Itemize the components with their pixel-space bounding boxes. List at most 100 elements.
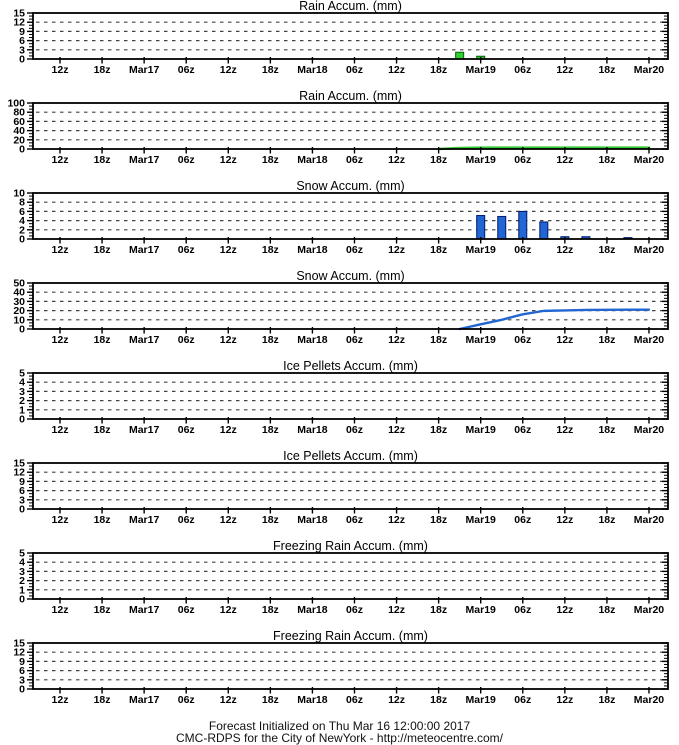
- x-tick-label: 12z: [52, 694, 69, 706]
- x-tick-label: Mar19: [466, 604, 497, 616]
- x-tick-label: 06z: [178, 514, 195, 526]
- y-tick-label: 40: [13, 287, 25, 299]
- y-tick-label: 40: [13, 125, 25, 137]
- plot-box: [32, 102, 669, 150]
- x-tick-label: Mar18: [297, 424, 328, 436]
- x-tick-label: 12z: [220, 514, 237, 526]
- x-tick-label: 18z: [598, 334, 615, 346]
- x-tick-label: Mar20: [634, 514, 665, 526]
- x-tick-label: Mar17: [129, 64, 160, 76]
- x-tick-label: 12z: [556, 694, 573, 706]
- y-tick-label: 4: [19, 377, 25, 389]
- x-tick-label: 18z: [94, 154, 111, 166]
- y-tick-label: 100: [7, 98, 25, 110]
- x-tick-label: 18z: [94, 64, 111, 76]
- y-tick-label: 2: [19, 575, 25, 587]
- y-tick-label: 9: [19, 476, 25, 488]
- x-tick-label: 18z: [430, 694, 447, 706]
- x-tick-label: 18z: [94, 514, 111, 526]
- x-tick-label: 12z: [220, 694, 237, 706]
- x-tick-label: Mar18: [297, 154, 328, 166]
- y-tick-label: 6: [19, 485, 25, 497]
- x-tick-label: Mar19: [466, 694, 497, 706]
- x-tick-label: 18z: [598, 64, 615, 76]
- x-tick-label: 06z: [178, 154, 195, 166]
- plot-box: [32, 12, 669, 60]
- x-tick-label: 18z: [262, 604, 279, 616]
- x-tick-label: 12z: [52, 64, 69, 76]
- x-tick-label: 06z: [178, 604, 195, 616]
- x-tick-label: 12z: [388, 244, 405, 256]
- y-tick-label: 3: [19, 566, 25, 578]
- x-tick-label: Mar20: [634, 694, 665, 706]
- x-tick-label: 12z: [388, 64, 405, 76]
- x-tick-label: Mar17: [129, 154, 160, 166]
- y-tick-label: 0: [19, 504, 25, 516]
- y-tick-label: 6: [19, 35, 25, 47]
- y-tick-label: 5: [19, 548, 25, 560]
- x-tick-label: 18z: [94, 694, 111, 706]
- x-tick-label: Mar19: [466, 154, 497, 166]
- x-tick-label: 18z: [94, 334, 111, 346]
- x-tick-label: 18z: [94, 604, 111, 616]
- data-bar: [497, 215, 507, 240]
- y-tick-label: 2: [19, 395, 25, 407]
- x-tick-label: 12z: [52, 334, 69, 346]
- x-tick-label: 06z: [346, 424, 363, 436]
- panel-title: Rain Accum. (mm): [299, 90, 402, 103]
- x-tick-label: 12z: [220, 424, 237, 436]
- plot-box: [32, 462, 669, 510]
- y-tick-label: 0: [19, 684, 25, 696]
- forecast-init-text: Forecast Initialized on Thu Mar 16 12:00…: [208, 719, 471, 733]
- y-tick-label: 1: [19, 404, 25, 416]
- x-tick-label: 12z: [556, 424, 573, 436]
- x-tick-label: 12z: [52, 244, 69, 256]
- y-tick-label: 4: [19, 557, 25, 569]
- x-tick-label: 18z: [94, 244, 111, 256]
- y-tick-label: 1: [19, 584, 25, 596]
- y-tick-label: 80: [13, 107, 25, 119]
- x-tick-label: Mar17: [129, 334, 160, 346]
- x-tick-label: Mar18: [297, 514, 328, 526]
- x-tick-label: Mar19: [466, 64, 497, 76]
- plot-box: [32, 192, 669, 240]
- y-tick-label: 50: [13, 278, 25, 290]
- y-tick-label: 15: [13, 458, 25, 470]
- x-tick-label: 12z: [220, 604, 237, 616]
- x-tick-label: Mar17: [129, 514, 160, 526]
- x-tick-label: Mar18: [297, 64, 328, 76]
- x-tick-label: 06z: [178, 244, 195, 256]
- x-tick-label: 06z: [178, 64, 195, 76]
- y-tick-label: 0: [19, 324, 25, 336]
- panel-title: Snow Accum. (mm): [296, 180, 404, 193]
- x-tick-label: 12z: [388, 424, 405, 436]
- x-tick-label: 06z: [178, 334, 195, 346]
- x-tick-label: 12z: [220, 154, 237, 166]
- y-tick-label: 9: [19, 656, 25, 668]
- x-tick-label: 06z: [346, 334, 363, 346]
- x-tick-label: 18z: [598, 154, 615, 166]
- y-tick-label: 6: [19, 206, 25, 218]
- y-tick-label: 20: [13, 134, 25, 146]
- data-bar: [455, 51, 465, 60]
- x-tick-label: Mar17: [129, 424, 160, 436]
- x-tick-label: 18z: [598, 604, 615, 616]
- y-tick-label: 20: [13, 305, 25, 317]
- chart-footer: Forecast Initialized on Thu Mar 16 12:00…: [0, 720, 679, 744]
- x-tick-label: 18z: [262, 424, 279, 436]
- x-tick-label: 12z: [388, 154, 405, 166]
- panel-title: Ice Pellets Accum. (mm): [283, 360, 418, 373]
- data-bar: [539, 221, 549, 240]
- y-tick-label: 15: [13, 638, 25, 650]
- x-tick-label: 18z: [430, 154, 447, 166]
- x-tick-label: 18z: [430, 514, 447, 526]
- plot-box: [32, 642, 669, 690]
- y-tick-label: 3: [19, 674, 25, 686]
- y-tick-label: 12: [13, 467, 25, 479]
- y-tick-label: 2: [19, 224, 25, 236]
- y-tick-label: 3: [19, 494, 25, 506]
